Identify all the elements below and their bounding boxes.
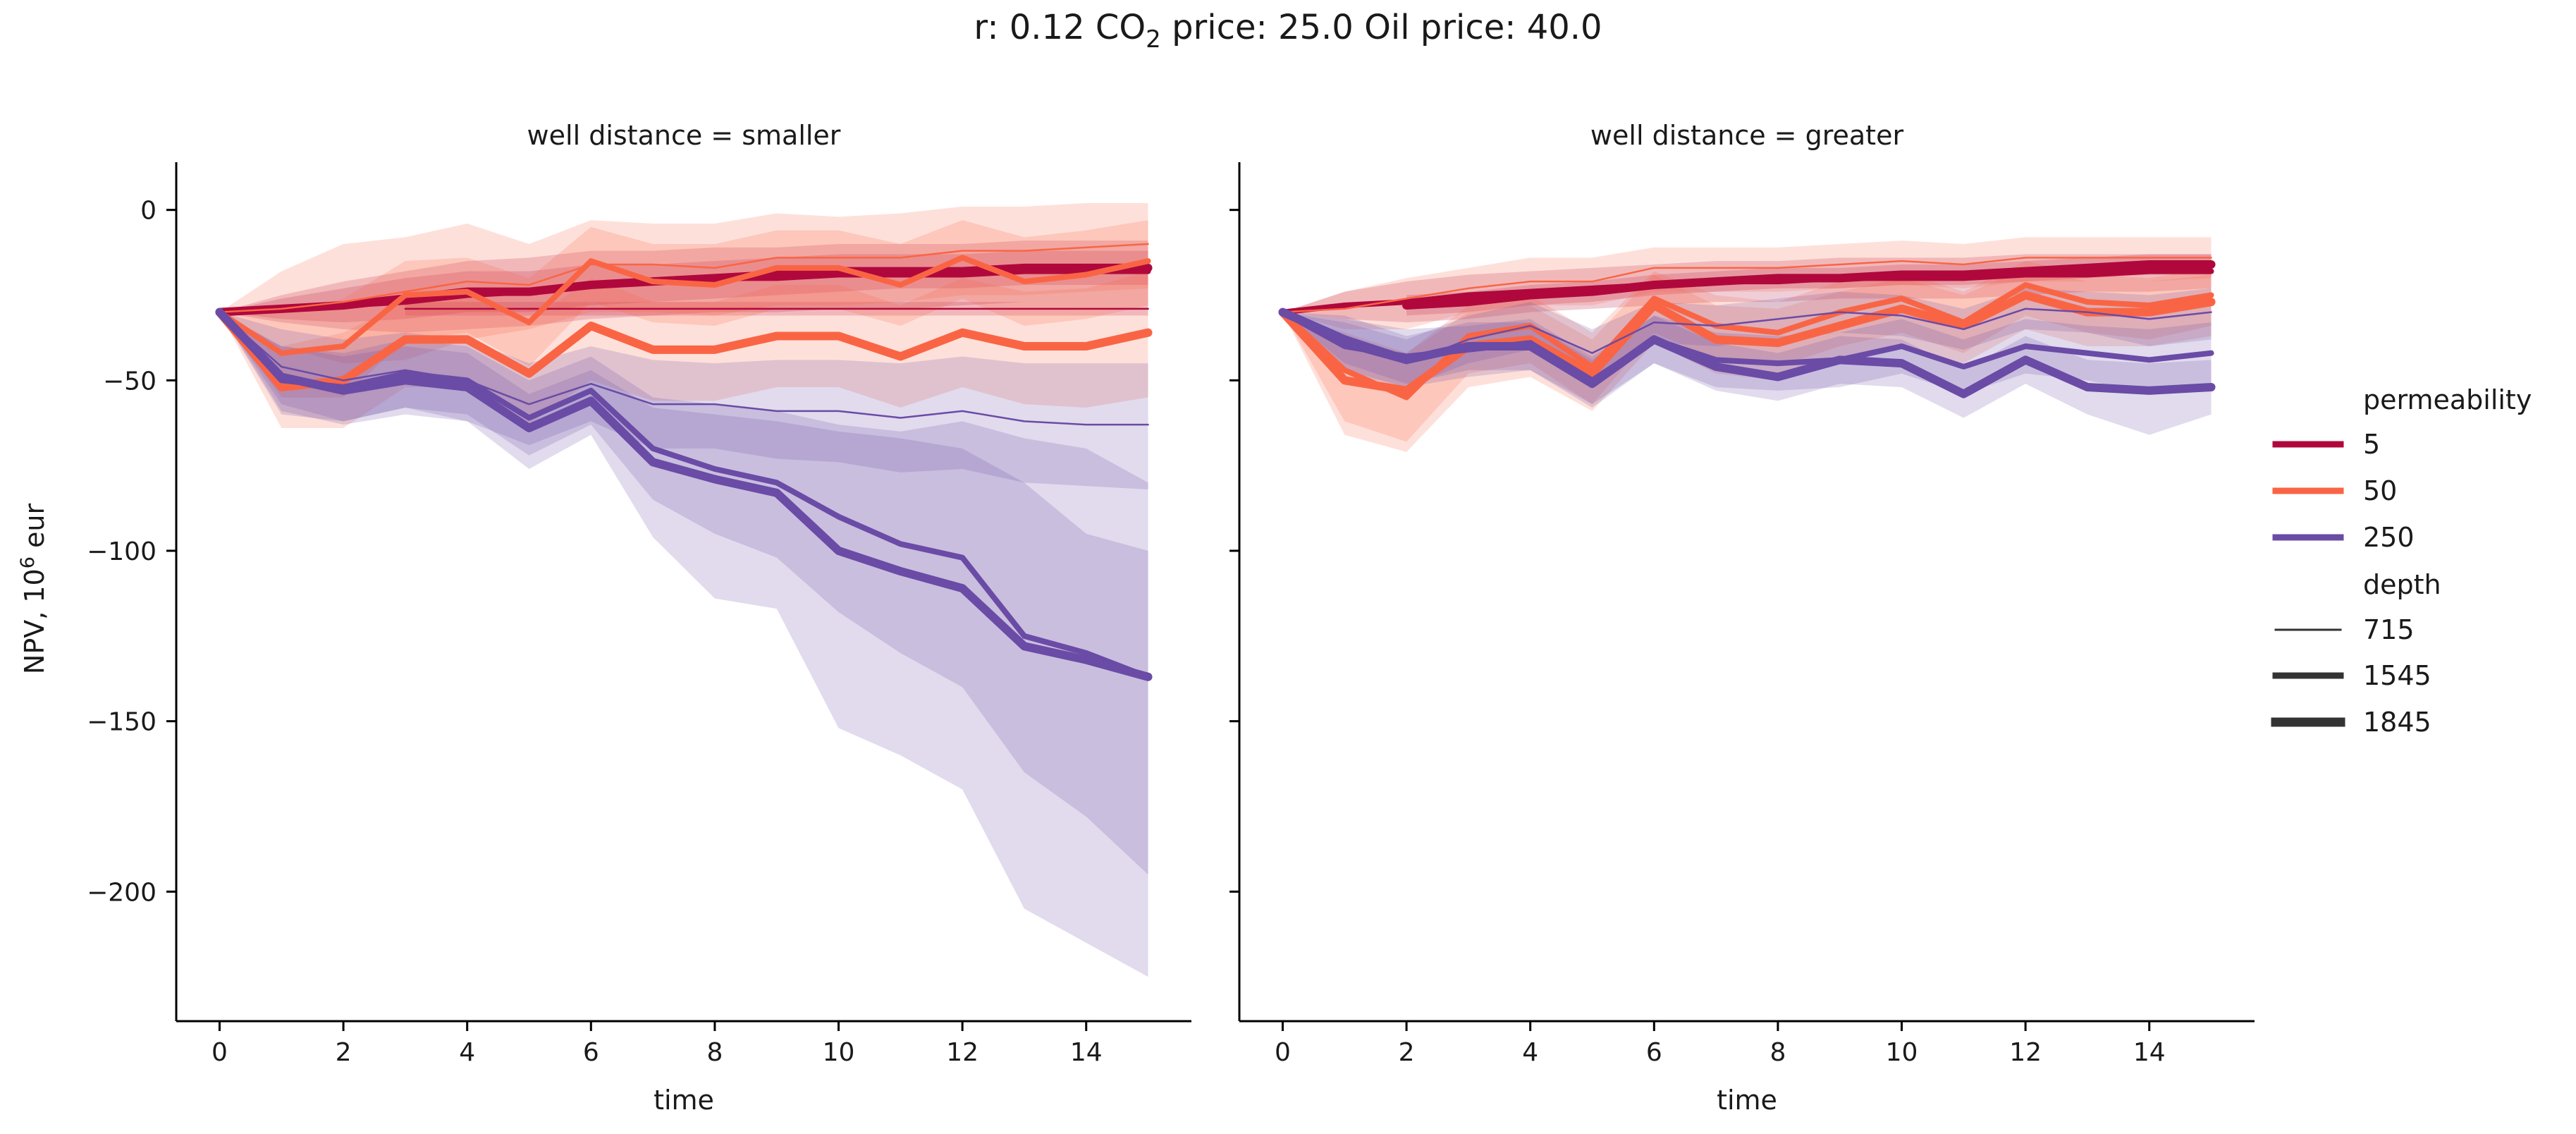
x-tick-label: 12 bbox=[946, 1038, 979, 1067]
series-line-50-1845 bbox=[1278, 291, 2216, 395]
legend-title-depth: depth bbox=[2363, 569, 2441, 600]
suptitle-subscript: 2 bbox=[1146, 25, 1161, 54]
legend-item-depth-715: 715 bbox=[2274, 614, 2415, 645]
legend-item-depth-1845: 1845 bbox=[2271, 707, 2431, 738]
series-line-250-1845 bbox=[1278, 307, 2216, 398]
legend-title-permeability: permeability bbox=[2363, 384, 2532, 415]
legend-item-permeability-50: 50 bbox=[2272, 475, 2397, 506]
x-tick-label: 8 bbox=[706, 1038, 723, 1067]
x-tick-label: 4 bbox=[1522, 1038, 1538, 1067]
figure-suptitle: r: 0.12 CO2 price: 25.0 Oil price: 40.0 bbox=[974, 8, 1602, 54]
y-axis-label: NPV, 106 eur bbox=[17, 504, 50, 675]
legend-label: 1845 bbox=[2363, 707, 2431, 738]
axes: 0 2 4 6 8 10 12 14 0 −50 −100 −150 −200 bbox=[87, 162, 1191, 1067]
suptitle-suffix: price: 25.0 Oil price: 40.0 bbox=[1161, 8, 1602, 47]
ylabel-superscript: 6 bbox=[17, 556, 39, 568]
x-tick-label: 6 bbox=[583, 1038, 599, 1067]
series-line-50-715 bbox=[219, 243, 1149, 313]
series-line-50-1845 bbox=[215, 307, 1153, 391]
legend-item-permeability-5: 5 bbox=[2272, 429, 2380, 460]
series-line-250-715 bbox=[219, 311, 1149, 426]
x-tick-label: 4 bbox=[459, 1038, 475, 1067]
legend: permeability 5 50 250 depth 715 1545 184… bbox=[2271, 384, 2532, 738]
x-tick-label: 14 bbox=[2133, 1038, 2166, 1067]
series-line-5-1845 bbox=[1402, 260, 2216, 310]
x-tick-label: 2 bbox=[336, 1038, 352, 1067]
x-tick-label: 2 bbox=[1399, 1038, 1415, 1067]
x-tick-label: 6 bbox=[1646, 1038, 1662, 1067]
x-tick-label: 14 bbox=[1070, 1038, 1103, 1067]
band-250-1545 bbox=[219, 312, 1148, 875]
x-axis-label: time bbox=[1717, 1085, 1777, 1116]
x-tick-label: 0 bbox=[211, 1038, 228, 1067]
legend-label: 250 bbox=[2363, 522, 2415, 553]
band-250-1845 bbox=[219, 312, 1148, 977]
x-tick-label: 10 bbox=[1886, 1038, 1918, 1067]
band-250-715 bbox=[219, 312, 1148, 489]
panel-title: well distance = smaller bbox=[527, 120, 841, 151]
panel-well-distance-greater: well distance = greater 0 2 4 6 8 10 12 14 time bbox=[1229, 120, 2255, 1116]
series-line-50-715 bbox=[1282, 257, 2212, 313]
series-lines bbox=[1278, 257, 2216, 401]
legend-label: 715 bbox=[2363, 614, 2415, 645]
series-lines bbox=[215, 243, 1153, 681]
y-tick-label: 0 bbox=[140, 197, 157, 226]
legend-item-depth-1545: 1545 bbox=[2272, 660, 2431, 691]
x-tick-label: 12 bbox=[2009, 1038, 2042, 1067]
y-tick-label: −150 bbox=[87, 708, 157, 737]
axes: 0 2 4 6 8 10 12 14 bbox=[1229, 162, 2255, 1067]
legend-item-permeability-250: 250 bbox=[2272, 522, 2415, 553]
panel-well-distance-smaller: well distance = smaller 0 2 4 6 8 10 12 14 0 −50 −… bbox=[87, 120, 1191, 1116]
ylabel-suffix: eur bbox=[19, 504, 50, 557]
panel-title: well distance = greater bbox=[1590, 120, 1904, 151]
series-line-250-1845 bbox=[215, 307, 1153, 681]
x-tick-label: 0 bbox=[1275, 1038, 1291, 1067]
y-tick-label: −100 bbox=[87, 537, 157, 566]
x-tick-label: 8 bbox=[1770, 1038, 1786, 1067]
ylabel-prefix: NPV, 10 bbox=[19, 568, 50, 674]
band-50-1545 bbox=[1282, 261, 2212, 442]
suptitle-prefix: r: 0.12 CO bbox=[974, 8, 1146, 47]
series-line-50-1545 bbox=[216, 255, 1151, 356]
x-axis-label: time bbox=[654, 1085, 714, 1116]
legend-label: 50 bbox=[2363, 475, 2397, 506]
confidence-bands bbox=[219, 203, 1148, 977]
legend-label: 1545 bbox=[2363, 660, 2431, 691]
y-tick-label: −200 bbox=[87, 878, 157, 907]
x-tick-label: 10 bbox=[823, 1038, 855, 1067]
legend-label: 5 bbox=[2363, 429, 2380, 460]
series-line-250-1545 bbox=[216, 309, 1151, 680]
y-tick-label: −50 bbox=[103, 367, 157, 396]
